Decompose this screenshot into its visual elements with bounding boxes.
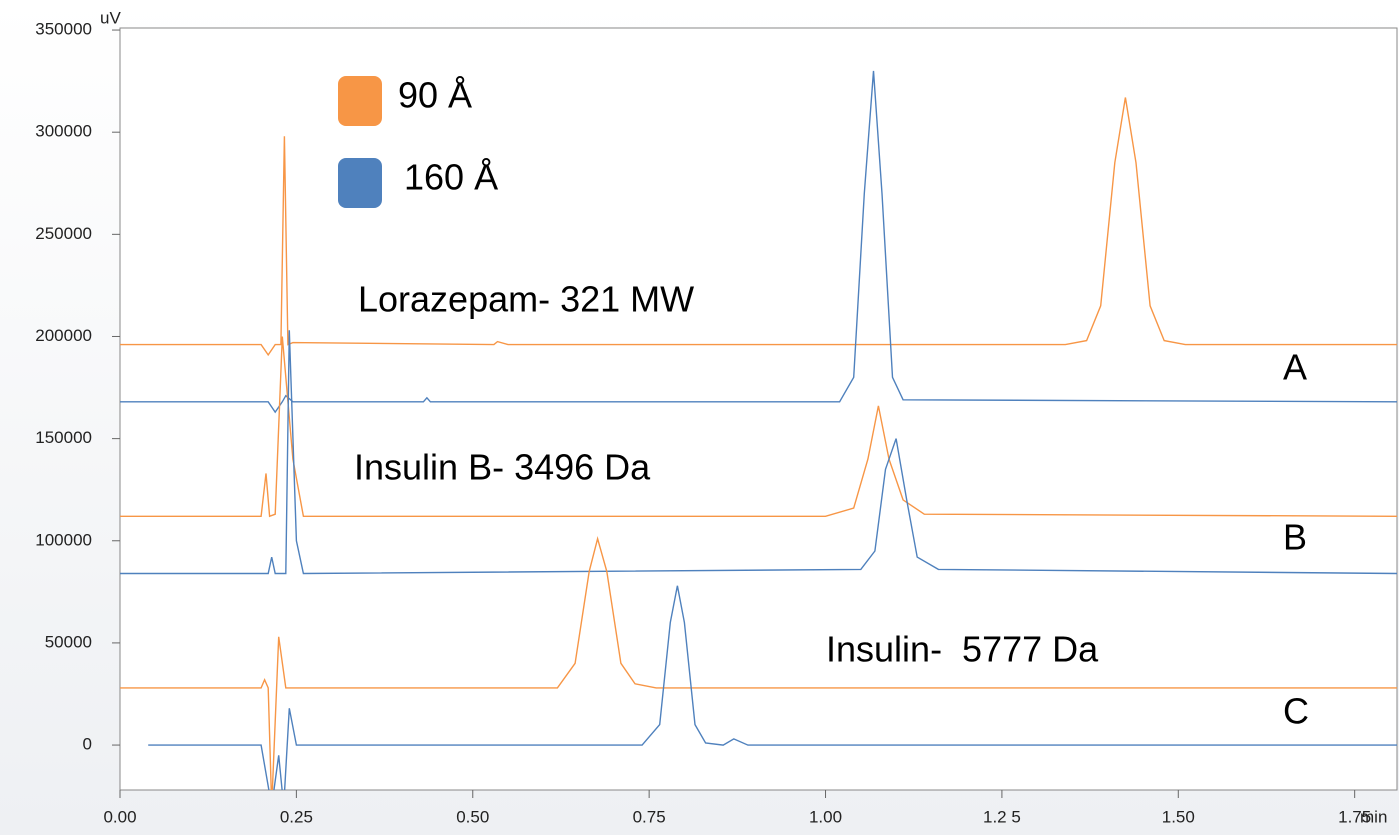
y-unit: uV <box>100 8 121 27</box>
x-tick-label: 1.2 5 <box>983 807 1021 826</box>
legend-swatch <box>338 76 382 126</box>
y-tick-label: 150000 <box>35 428 92 447</box>
trace <box>120 536 1397 790</box>
x-tick-label: 0.00 <box>103 807 136 826</box>
annotation: A <box>1283 347 1307 388</box>
trace <box>148 585 1397 790</box>
annotation: Insulin B- 3496 Da <box>354 447 651 488</box>
x-tick-label: 0.25 <box>280 807 313 826</box>
annotation: C <box>1283 691 1309 732</box>
x-tick-label: 1.75 <box>1338 807 1371 826</box>
trace <box>120 97 1397 357</box>
x-tick-label: 1.00 <box>809 807 842 826</box>
legend-label: 160 Å <box>404 157 498 198</box>
x-tick-label: 0.50 <box>456 807 489 826</box>
x-tick-label: 1.50 <box>1162 807 1195 826</box>
annotation: B <box>1283 517 1307 558</box>
annotation: Lorazepam- 321 MW <box>358 279 694 320</box>
x-unit: min <box>1360 807 1387 826</box>
plot-area <box>119 27 1398 791</box>
traces <box>120 70 1397 790</box>
trace <box>120 330 1397 575</box>
y-tick-label: 50000 <box>45 632 92 651</box>
x-tick-label: 0.75 <box>633 807 666 826</box>
y-tick-label: 350000 <box>35 20 92 39</box>
y-tick-label: 300000 <box>35 122 92 141</box>
legend-swatch <box>338 158 382 208</box>
y-tick-label: 100000 <box>35 530 92 549</box>
trace <box>120 336 1397 518</box>
y-tick-label: 250000 <box>35 224 92 243</box>
y-tick-label: 0 <box>83 735 92 754</box>
legend-label: 90 Å <box>398 75 472 116</box>
annotation: Insulin- 5777 Da <box>826 629 1099 670</box>
y-tick-label: 200000 <box>35 326 92 345</box>
